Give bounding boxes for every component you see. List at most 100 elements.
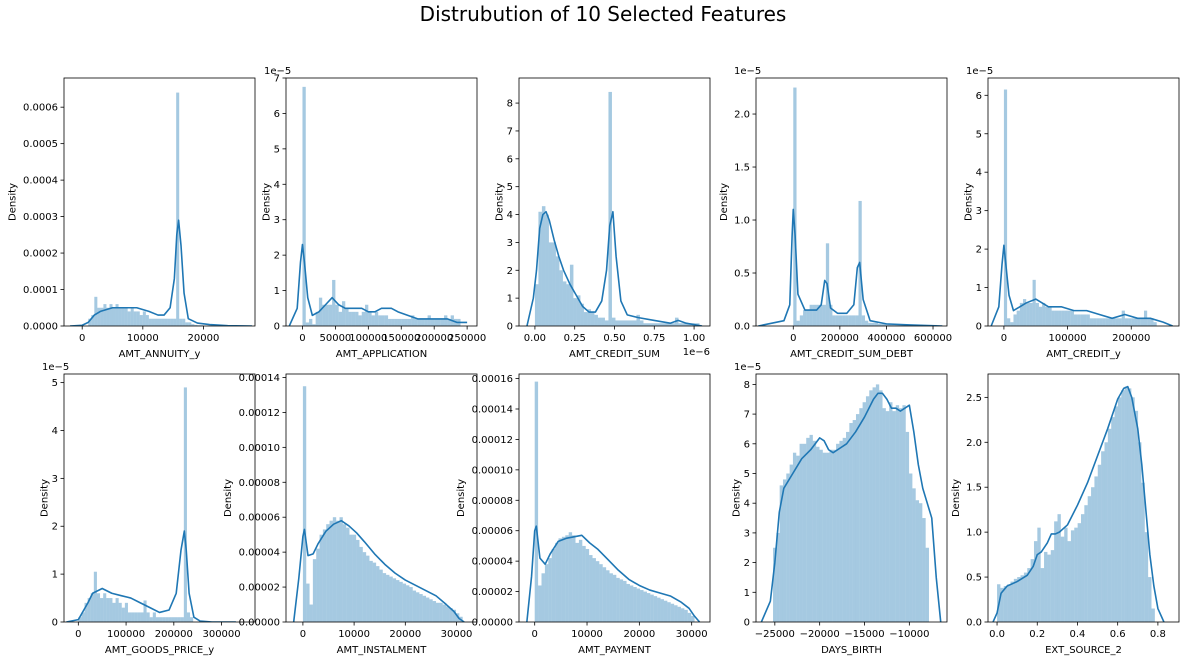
x-tick-label: −15000 xyxy=(844,629,884,640)
x-tick-label: 600000 xyxy=(914,333,952,344)
histogram-bar xyxy=(1048,306,1052,326)
histogram-bar xyxy=(803,310,807,326)
histogram-bar xyxy=(846,431,850,622)
y-axis-label: Density xyxy=(964,183,975,221)
histogram-bar xyxy=(590,312,595,326)
histogram-bar xyxy=(1091,487,1095,622)
x-tick-label: 0.00 xyxy=(524,333,546,344)
x-tick-label: 50000 xyxy=(319,333,351,344)
histogram-bar xyxy=(849,423,853,622)
histogram-bar xyxy=(302,86,306,326)
histogram-bar xyxy=(1023,299,1027,326)
plot-area xyxy=(990,89,1173,326)
histogram-bar xyxy=(1070,310,1074,326)
histogram-bar xyxy=(806,310,810,326)
y-tick-label: 2 xyxy=(744,558,750,569)
histogram-bar xyxy=(604,320,609,326)
histogram-bar xyxy=(348,311,352,326)
histogram-bar xyxy=(1038,306,1043,326)
histogram-bar xyxy=(657,323,661,326)
y-tick-label: 4 xyxy=(52,426,58,437)
histogram-bar xyxy=(349,534,353,622)
histogram-bar xyxy=(1153,322,1157,326)
histogram-bar xyxy=(1013,314,1017,326)
histogram-bar xyxy=(922,518,926,622)
histogram-bar xyxy=(121,307,125,326)
histogram-bar xyxy=(865,320,869,326)
histogram-bar xyxy=(855,315,859,326)
histogram-bar xyxy=(597,317,602,326)
histogram-bar xyxy=(149,617,153,622)
histogram-bar xyxy=(1010,581,1014,622)
histogram-bar xyxy=(618,320,623,326)
histogram-bar xyxy=(836,443,840,622)
x-tick-label: 0.50 xyxy=(603,333,625,344)
histogram-bar xyxy=(409,587,413,622)
histogram-bar xyxy=(1150,318,1154,326)
histogram-bar xyxy=(653,323,658,326)
kde-line xyxy=(990,244,1173,326)
histogram-bar xyxy=(829,449,833,622)
y-tick-label: 6 xyxy=(744,439,750,450)
histogram-bar xyxy=(678,323,682,326)
histogram-bar xyxy=(1054,521,1058,622)
x-tick-label: 0.0 xyxy=(989,629,1005,640)
y-tick-label: 0.00012 xyxy=(472,435,513,446)
histogram-bar xyxy=(1124,318,1129,326)
histogram-bar xyxy=(909,473,913,622)
histogram-bar xyxy=(421,318,425,326)
plot-area xyxy=(992,385,1165,622)
axes-frame xyxy=(63,373,256,623)
histogram-bar xyxy=(616,577,620,622)
histogram-bar xyxy=(875,384,880,622)
histogram-bar xyxy=(1003,586,1008,622)
histogram-bar xyxy=(822,452,827,622)
y-tick-label: 0.0 xyxy=(966,618,982,629)
y-tick-label: 0.0003 xyxy=(23,212,58,223)
histogram-bar xyxy=(359,546,363,622)
kde-line xyxy=(292,519,465,622)
histogram-bar xyxy=(595,561,600,622)
axes-frame xyxy=(518,373,711,623)
y-axis-label: Density xyxy=(262,183,273,221)
y-offset-label: 1e−5 xyxy=(42,362,69,373)
histogram-bar xyxy=(436,602,440,622)
x-offset-label: 1e−6 xyxy=(683,347,710,358)
histogram-bar xyxy=(687,612,692,622)
histogram-bar xyxy=(565,535,569,622)
histogram-bar xyxy=(548,558,552,622)
histogram-bar xyxy=(90,593,94,622)
x-tick-label: 0.2 xyxy=(1029,629,1045,640)
histogram-bar xyxy=(558,538,562,622)
histogram-bar xyxy=(369,560,373,622)
x-tick-label: 0 xyxy=(299,333,305,344)
histogram-bar xyxy=(100,307,104,326)
histogram-bar xyxy=(183,387,187,622)
histogram-bar xyxy=(422,595,427,622)
histogram-bar xyxy=(653,596,658,622)
plot-area xyxy=(526,91,703,326)
histogram-bar xyxy=(118,307,122,326)
histogram-bar xyxy=(180,617,184,622)
histogram-bar xyxy=(154,318,158,326)
histogram-bar xyxy=(124,307,128,326)
x-tick-label: 200000 xyxy=(821,333,859,344)
histogram-bar xyxy=(636,314,640,326)
histogram-bar xyxy=(1121,390,1125,622)
histogram-bar xyxy=(900,324,905,326)
histogram-bar xyxy=(1007,584,1011,622)
histogram-bar xyxy=(670,603,675,622)
histogram-bar xyxy=(1080,314,1084,326)
histogram-bar xyxy=(885,411,890,622)
x-tick-label: 100000 xyxy=(1048,333,1086,344)
x-axis-label: AMT_CREDIT_SUM_DEBT xyxy=(790,349,914,360)
histogram-bar xyxy=(309,318,313,326)
histogram-bar xyxy=(809,434,813,622)
histogram-bar xyxy=(838,315,843,326)
histogram-bar xyxy=(819,449,823,622)
histogram-bar xyxy=(899,408,903,622)
histogram-bar xyxy=(1064,527,1068,622)
histogram-bar xyxy=(190,617,194,622)
histogram-bar xyxy=(1045,306,1049,326)
histogram-bar xyxy=(191,324,195,326)
